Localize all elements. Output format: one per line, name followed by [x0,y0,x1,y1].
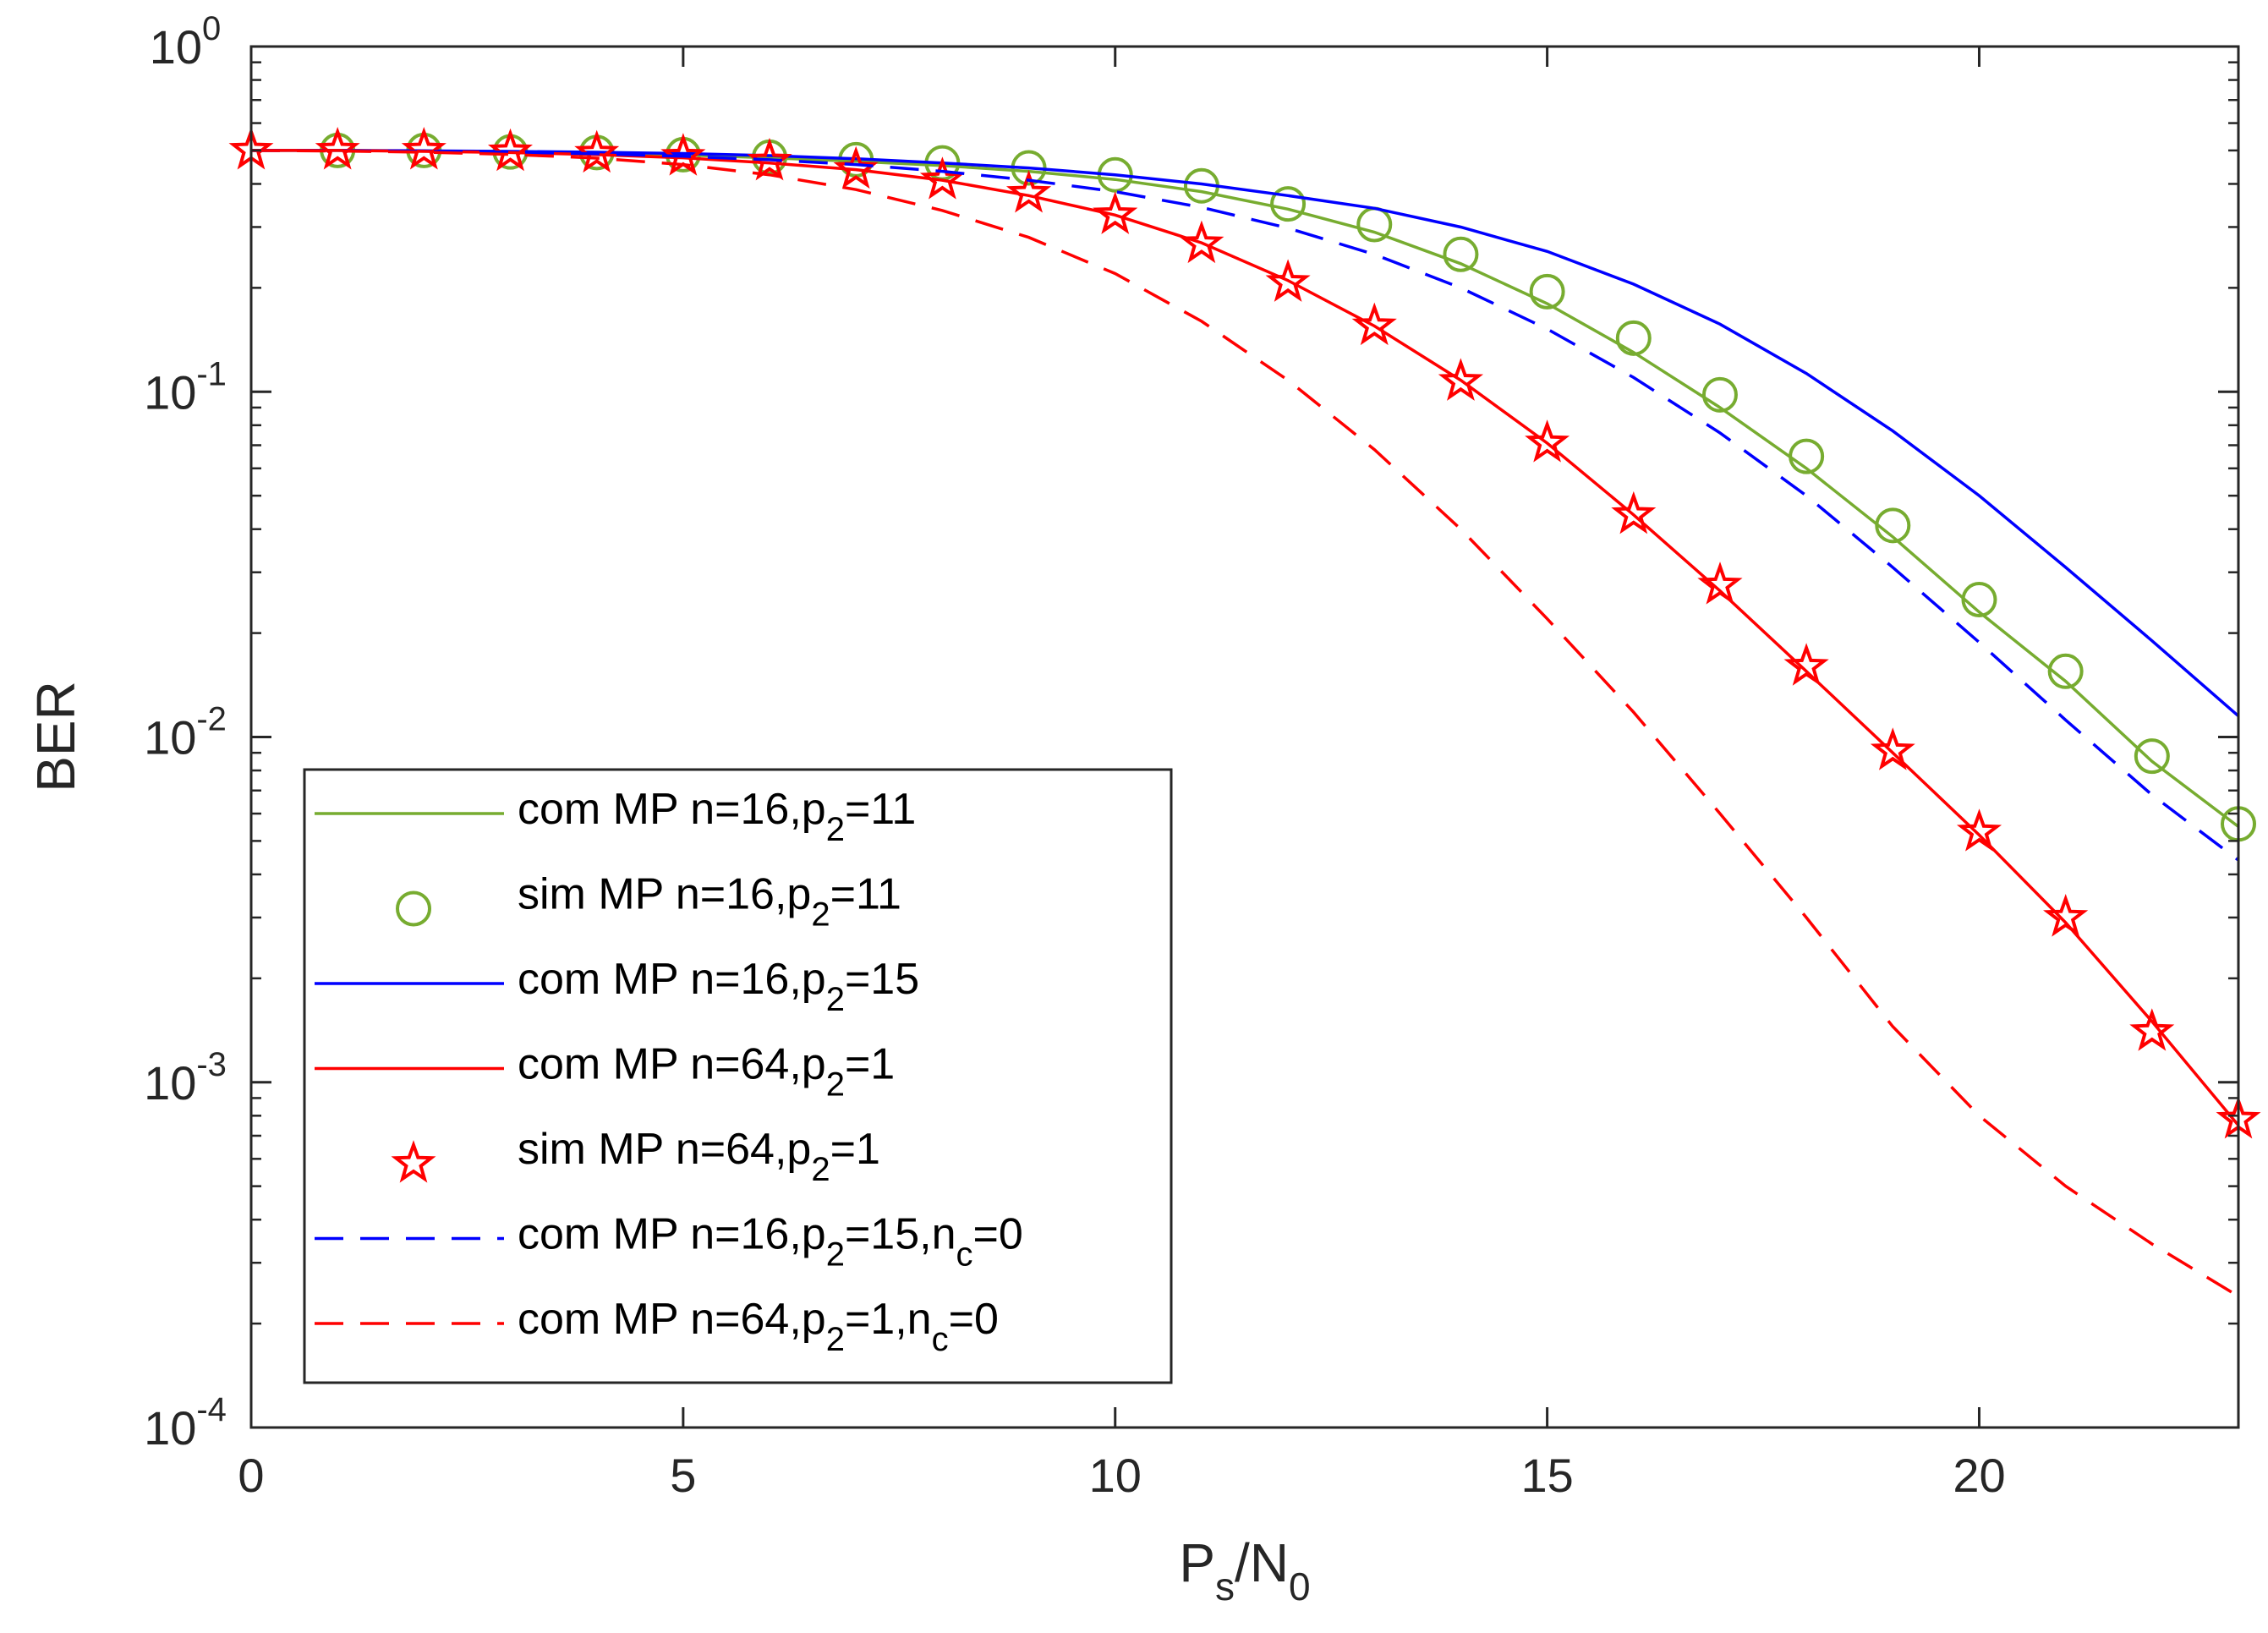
data-point [2047,653,2084,689]
data-point [1701,376,1738,413]
legend-entry: com MP n=16,p2=15 [315,955,919,1018]
data-point [1529,273,1565,310]
series-line [250,149,2240,862]
axis-ticks: 0 5 10 15 20 100 10-1 10-2 10-3 10-4 [144,10,2238,1502]
legend-entry: sim MP n=16,p2=11 [396,870,901,934]
data-point [1265,259,1311,302]
data-point [919,156,965,200]
series-line [251,149,2240,718]
y-axis-label: BER [25,681,86,792]
data-point [1351,302,1397,346]
legend-label: sim MP n=64,p2=1 [518,1125,880,1188]
legend: com MP n=16,p2=11 sim MP n=16,p2=11 com MP… [303,768,1173,1384]
data-point [1870,727,1915,770]
data-point [1789,438,1825,474]
data-point [1179,220,1224,264]
data-point [1525,419,1570,463]
data-point [2134,738,2170,775]
series-1 [320,132,2256,842]
x-tick-label: 20 [1953,1449,2005,1502]
series-6 [250,149,2239,1298]
data-point [1783,643,1829,686]
legend-box [303,768,1173,1384]
data-point [1961,582,1997,618]
x-tick-label: 10 [1089,1449,1142,1502]
data-point [2043,894,2089,937]
series-2 [251,149,2240,718]
legend-entry: sim MP n=64,p2=1 [391,1125,880,1188]
data-point [1438,358,1484,401]
legend-label: com MP n=64,p2=1,nc=0 [518,1295,999,1358]
legend-marker [391,1140,436,1183]
legend-label: com MP n=16,p2=15,nc=0 [518,1210,1023,1274]
legend-label: com MP n=16,p2=11 [518,785,916,848]
data-point [747,137,792,181]
legend-entry: com MP n=16,p2=11 [315,785,916,848]
data-point [401,126,446,170]
data-point [1875,507,1911,544]
legend-label: com MP n=64,p2=1 [518,1040,895,1104]
data-point [574,129,620,173]
data-point [1956,808,2002,852]
plot-lines [228,126,2261,1298]
y-tick-label: 10-4 [144,1391,227,1455]
data-point [1356,206,1393,243]
x-tick-label: 15 [1520,1449,1573,1502]
data-point [487,128,533,172]
data-point [833,145,879,189]
data-point [1005,170,1052,213]
data-point [1443,236,1479,272]
series-line [250,149,2239,1298]
data-point [1615,320,1652,356]
data-point [2129,1008,2175,1051]
data-point [315,127,360,170]
legend-entry: com MP n=16,p2=15,nc=0 [315,1210,1023,1274]
y-tick-label: 10-1 [144,355,227,419]
x-tick-label: 0 [238,1449,264,1502]
legend-label: com MP n=16,p2=15 [518,955,919,1018]
legend-entry: com MP n=64,p2=1 [315,1040,895,1104]
y-tick-label: 10-2 [144,701,227,764]
series-5 [250,149,2240,862]
data-point [1611,490,1657,534]
series-4 [228,126,2261,1139]
series-line [251,149,2240,828]
legend-marker [396,890,431,927]
data-point [1093,191,1138,234]
x-tick-label: 5 [670,1449,696,1502]
y-tick-label: 100 [150,10,222,74]
series-0 [251,149,2240,828]
legend-entry: com MP n=64,p2=1,nc=0 [315,1295,999,1358]
data-point [1270,186,1307,222]
legend-label: sim MP n=16,p2=11 [518,870,901,934]
x-axis-label: Ps/N0 [1179,1532,1310,1608]
data-point [1697,562,1743,605]
y-tick-label: 10-3 [144,1046,227,1110]
